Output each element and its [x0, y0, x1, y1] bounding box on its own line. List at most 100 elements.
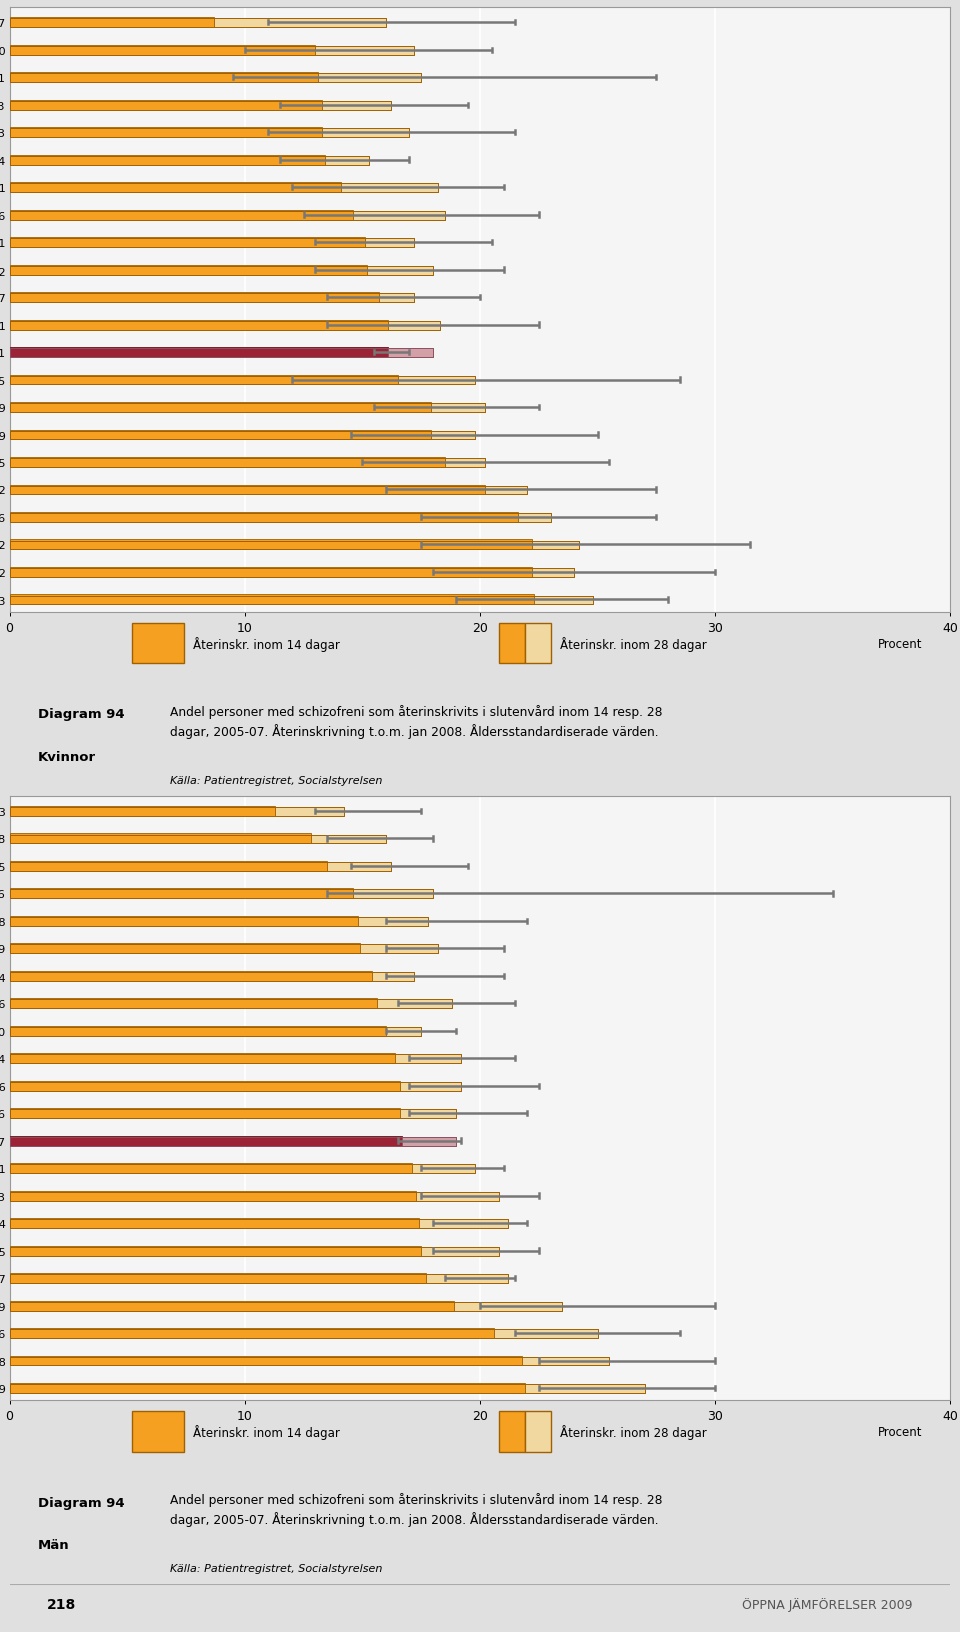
- Bar: [10, 917, 358, 927]
- Bar: [10, 1110, 400, 1118]
- Text: Andel personer med schizofreni som återinskrivits i slutenvård inom 14 resp. 28
: Andel personer med schizofreni som återi…: [170, 1493, 662, 1526]
- Bar: [10, 862, 327, 871]
- Bar: [10, 542, 579, 550]
- Bar: [10, 806, 276, 816]
- Bar: [494, 1330, 597, 1338]
- Text: Diagram 94: Diagram 94: [37, 708, 125, 721]
- Bar: [10, 1191, 417, 1200]
- Bar: [10, 1245, 421, 1255]
- Bar: [499, 1412, 525, 1452]
- Bar: [10, 47, 315, 55]
- Bar: [10, 808, 276, 816]
- Bar: [10, 1054, 396, 1064]
- Bar: [10, 568, 574, 578]
- Bar: [379, 294, 414, 304]
- Bar: [10, 889, 353, 898]
- Bar: [10, 889, 433, 899]
- Bar: [10, 75, 318, 83]
- Bar: [10, 542, 532, 550]
- Bar: [376, 1000, 452, 1009]
- Bar: [10, 129, 409, 139]
- Bar: [10, 47, 414, 55]
- Bar: [10, 596, 534, 604]
- Bar: [10, 1247, 499, 1255]
- Bar: [10, 322, 388, 330]
- Bar: [10, 808, 344, 816]
- Bar: [353, 889, 433, 899]
- Bar: [10, 266, 367, 276]
- Bar: [10, 1136, 402, 1144]
- Bar: [10, 1191, 499, 1201]
- Bar: [499, 623, 525, 664]
- Bar: [10, 1191, 417, 1201]
- Text: Källa: Patientregistret, Socialstyrelsen: Källa: Patientregistret, Socialstyrelsen: [170, 1563, 382, 1573]
- Bar: [10, 1000, 452, 1009]
- Bar: [10, 73, 318, 82]
- Bar: [10, 322, 440, 330]
- Bar: [10, 212, 444, 220]
- Bar: [525, 1412, 550, 1452]
- Text: ÖPPNA JÄMFÖRELSER 2009: ÖPPNA JÄMFÖRELSER 2009: [742, 1598, 913, 1611]
- Bar: [10, 403, 431, 411]
- Bar: [10, 973, 372, 981]
- Bar: [10, 1138, 402, 1146]
- Bar: [10, 514, 551, 522]
- Bar: [10, 1165, 412, 1173]
- Bar: [10, 1302, 454, 1310]
- Bar: [431, 405, 485, 413]
- Text: Män: Män: [37, 1539, 69, 1552]
- Bar: [10, 18, 214, 28]
- Bar: [10, 1108, 400, 1118]
- Bar: [367, 266, 433, 276]
- Bar: [10, 294, 414, 304]
- Bar: [358, 917, 428, 927]
- Bar: [10, 1027, 386, 1035]
- Bar: [10, 184, 341, 193]
- Text: Källa: Patientregistret, Socialstyrelsen: Källa: Patientregistret, Socialstyrelsen: [170, 775, 382, 785]
- Bar: [525, 1384, 645, 1394]
- Bar: [10, 1330, 597, 1338]
- Bar: [10, 540, 532, 548]
- Text: Procent: Procent: [877, 1425, 923, 1438]
- Bar: [419, 1219, 508, 1229]
- Bar: [10, 836, 386, 844]
- Text: Återinskr. inom 28 dagar: Återinskr. inom 28 dagar: [560, 636, 707, 651]
- Bar: [10, 1384, 645, 1394]
- Bar: [323, 129, 410, 139]
- Bar: [10, 1356, 610, 1366]
- Bar: [10, 405, 485, 413]
- Bar: [10, 184, 438, 193]
- Text: 218: 218: [47, 1598, 77, 1611]
- Bar: [534, 596, 593, 605]
- Bar: [10, 349, 433, 357]
- Bar: [324, 157, 370, 165]
- Bar: [400, 1110, 457, 1118]
- Bar: [10, 1082, 461, 1092]
- Bar: [10, 943, 360, 953]
- Bar: [10, 129, 323, 137]
- Bar: [522, 1356, 610, 1366]
- Bar: [10, 836, 311, 844]
- Bar: [388, 349, 433, 357]
- Bar: [412, 1165, 475, 1173]
- Bar: [372, 973, 414, 981]
- Bar: [327, 862, 391, 871]
- Bar: [10, 1027, 386, 1036]
- Bar: [10, 348, 388, 357]
- Bar: [10, 1301, 454, 1309]
- Bar: [10, 917, 428, 927]
- Bar: [10, 211, 353, 219]
- Bar: [485, 486, 527, 494]
- Bar: [10, 485, 485, 494]
- Bar: [10, 486, 485, 494]
- Bar: [10, 405, 431, 413]
- Bar: [10, 101, 391, 111]
- Bar: [10, 1165, 475, 1173]
- Bar: [10, 155, 324, 165]
- Bar: [10, 459, 485, 468]
- Bar: [10, 1273, 426, 1283]
- Bar: [10, 1247, 421, 1255]
- Bar: [10, 971, 372, 981]
- Bar: [10, 999, 376, 1007]
- Bar: [323, 101, 391, 111]
